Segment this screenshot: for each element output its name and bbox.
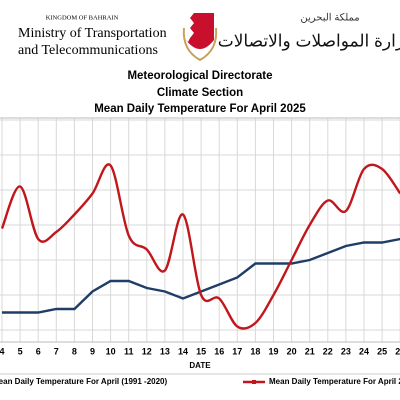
emblem [182, 13, 218, 62]
x-tick-label: 23 [341, 346, 351, 356]
x-axis-label: DATE [189, 361, 211, 370]
x-tick-label: 16 [214, 346, 224, 356]
chart-subtitle: Climate Section [157, 87, 243, 99]
arabic-kingdom: مملكة البحرين [300, 13, 359, 24]
legend-label: Mean Daily Temperature For April 2025 [269, 377, 400, 386]
x-tick-label: 4 [0, 346, 5, 356]
x-tick-label: 9 [90, 346, 95, 356]
plot-frame [0, 117, 400, 343]
x-tick-label: 15 [196, 346, 206, 356]
x-tick-label: 18 [250, 346, 260, 356]
chart-title: Mean Daily Temperature For April 2025 [94, 103, 306, 115]
x-tick-label: 21 [305, 346, 315, 356]
x-tick-label: 24 [359, 346, 369, 356]
x-tick-label: 26 [395, 346, 400, 356]
x-tick-label: 17 [232, 346, 242, 356]
x-tick-label: 12 [142, 346, 152, 356]
x-tick-label: 25 [377, 346, 387, 356]
x-tick-label: 10 [106, 346, 116, 356]
kingdom: KINGDOM OF BAHRAIN [46, 14, 119, 21]
x-tick-label: 14 [178, 346, 188, 356]
x-tick-label: 6 [36, 346, 41, 356]
legend-label: Mean Daily Temperature For April (1991 -… [0, 377, 168, 386]
ministry: and Telecommunications [18, 43, 158, 58]
x-tick-label: 8 [72, 346, 77, 356]
chart-title: Meteorological Directorate [127, 70, 272, 82]
legend-swatch [252, 380, 256, 384]
series-line [0, 163, 400, 330]
x-tick-label: 11 [124, 346, 134, 356]
x-tick-label: 13 [160, 346, 170, 356]
x-tick-label: 20 [287, 346, 297, 356]
x-tick-label: 5 [18, 346, 23, 356]
ministry: Ministry of Transportation [18, 26, 167, 41]
x-tick-label: 19 [268, 346, 278, 356]
arabic-ministry: وزارة المواصلات والاتصالات [218, 31, 400, 51]
x-tick-label: 22 [323, 346, 333, 356]
x-tick-label: 7 [54, 346, 59, 356]
